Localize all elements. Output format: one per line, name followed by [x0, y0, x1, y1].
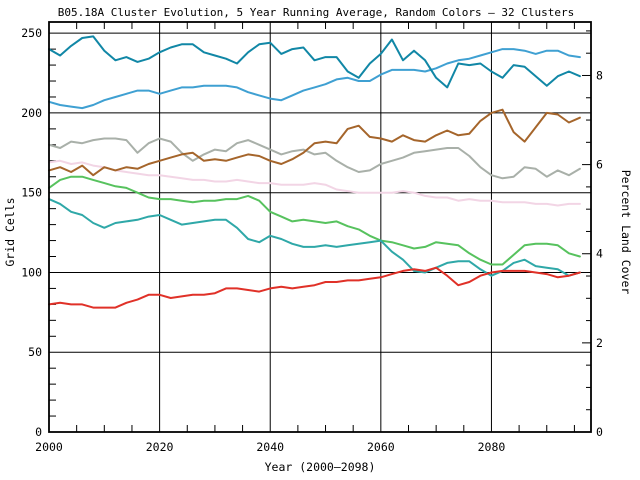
series-line-cluster-teal — [48, 198, 581, 277]
y-left-tick-label: 150 — [21, 186, 42, 200]
x-tick-label: 2080 — [478, 440, 506, 454]
y-right-tick-label: 0 — [596, 425, 603, 439]
y-right-tick-label: 6 — [596, 158, 603, 172]
chart-title: B05.18A Cluster Evolution, 5 Year Runnin… — [58, 6, 575, 19]
series-line-cluster-light-blue — [48, 48, 581, 110]
y-axis-title-left: Grid Cells — [3, 197, 17, 266]
series-line-cluster-brown — [48, 108, 581, 177]
x-tick-label: 2000 — [35, 440, 63, 454]
series-line-cluster-green — [48, 175, 581, 266]
y-left-tick-label: 250 — [21, 26, 42, 40]
y-right-tick-label: 8 — [596, 68, 603, 82]
series-line-cluster-red — [48, 266, 581, 309]
plot-area: 0 50 100 150 200 250 0 2 4 6 8 2000 2020 2040 2060 2080 — [21, 21, 603, 454]
series-line-cluster-pink — [48, 159, 581, 207]
y-right-tick-label: 4 — [596, 247, 603, 261]
y-left-tick-label: 200 — [21, 106, 42, 120]
x-axis-title: Year (2000–2098) — [265, 460, 376, 474]
y-left-tick-label: 0 — [35, 425, 42, 439]
y-right-tick-label: 2 — [596, 336, 603, 350]
series-line-cluster-gray — [48, 137, 581, 180]
x-tick-label: 2060 — [367, 440, 395, 454]
y-axis-title-right: Percent Land Cover — [619, 170, 633, 295]
x-tick-label: 2040 — [256, 440, 284, 454]
y-left-tick-label: 100 — [21, 265, 42, 279]
series-line-cluster-dark-teal — [48, 35, 581, 89]
x-tick-label: 2020 — [146, 440, 174, 454]
y-left-tick-label: 50 — [28, 345, 42, 359]
plot-frame — [48, 21, 592, 433]
